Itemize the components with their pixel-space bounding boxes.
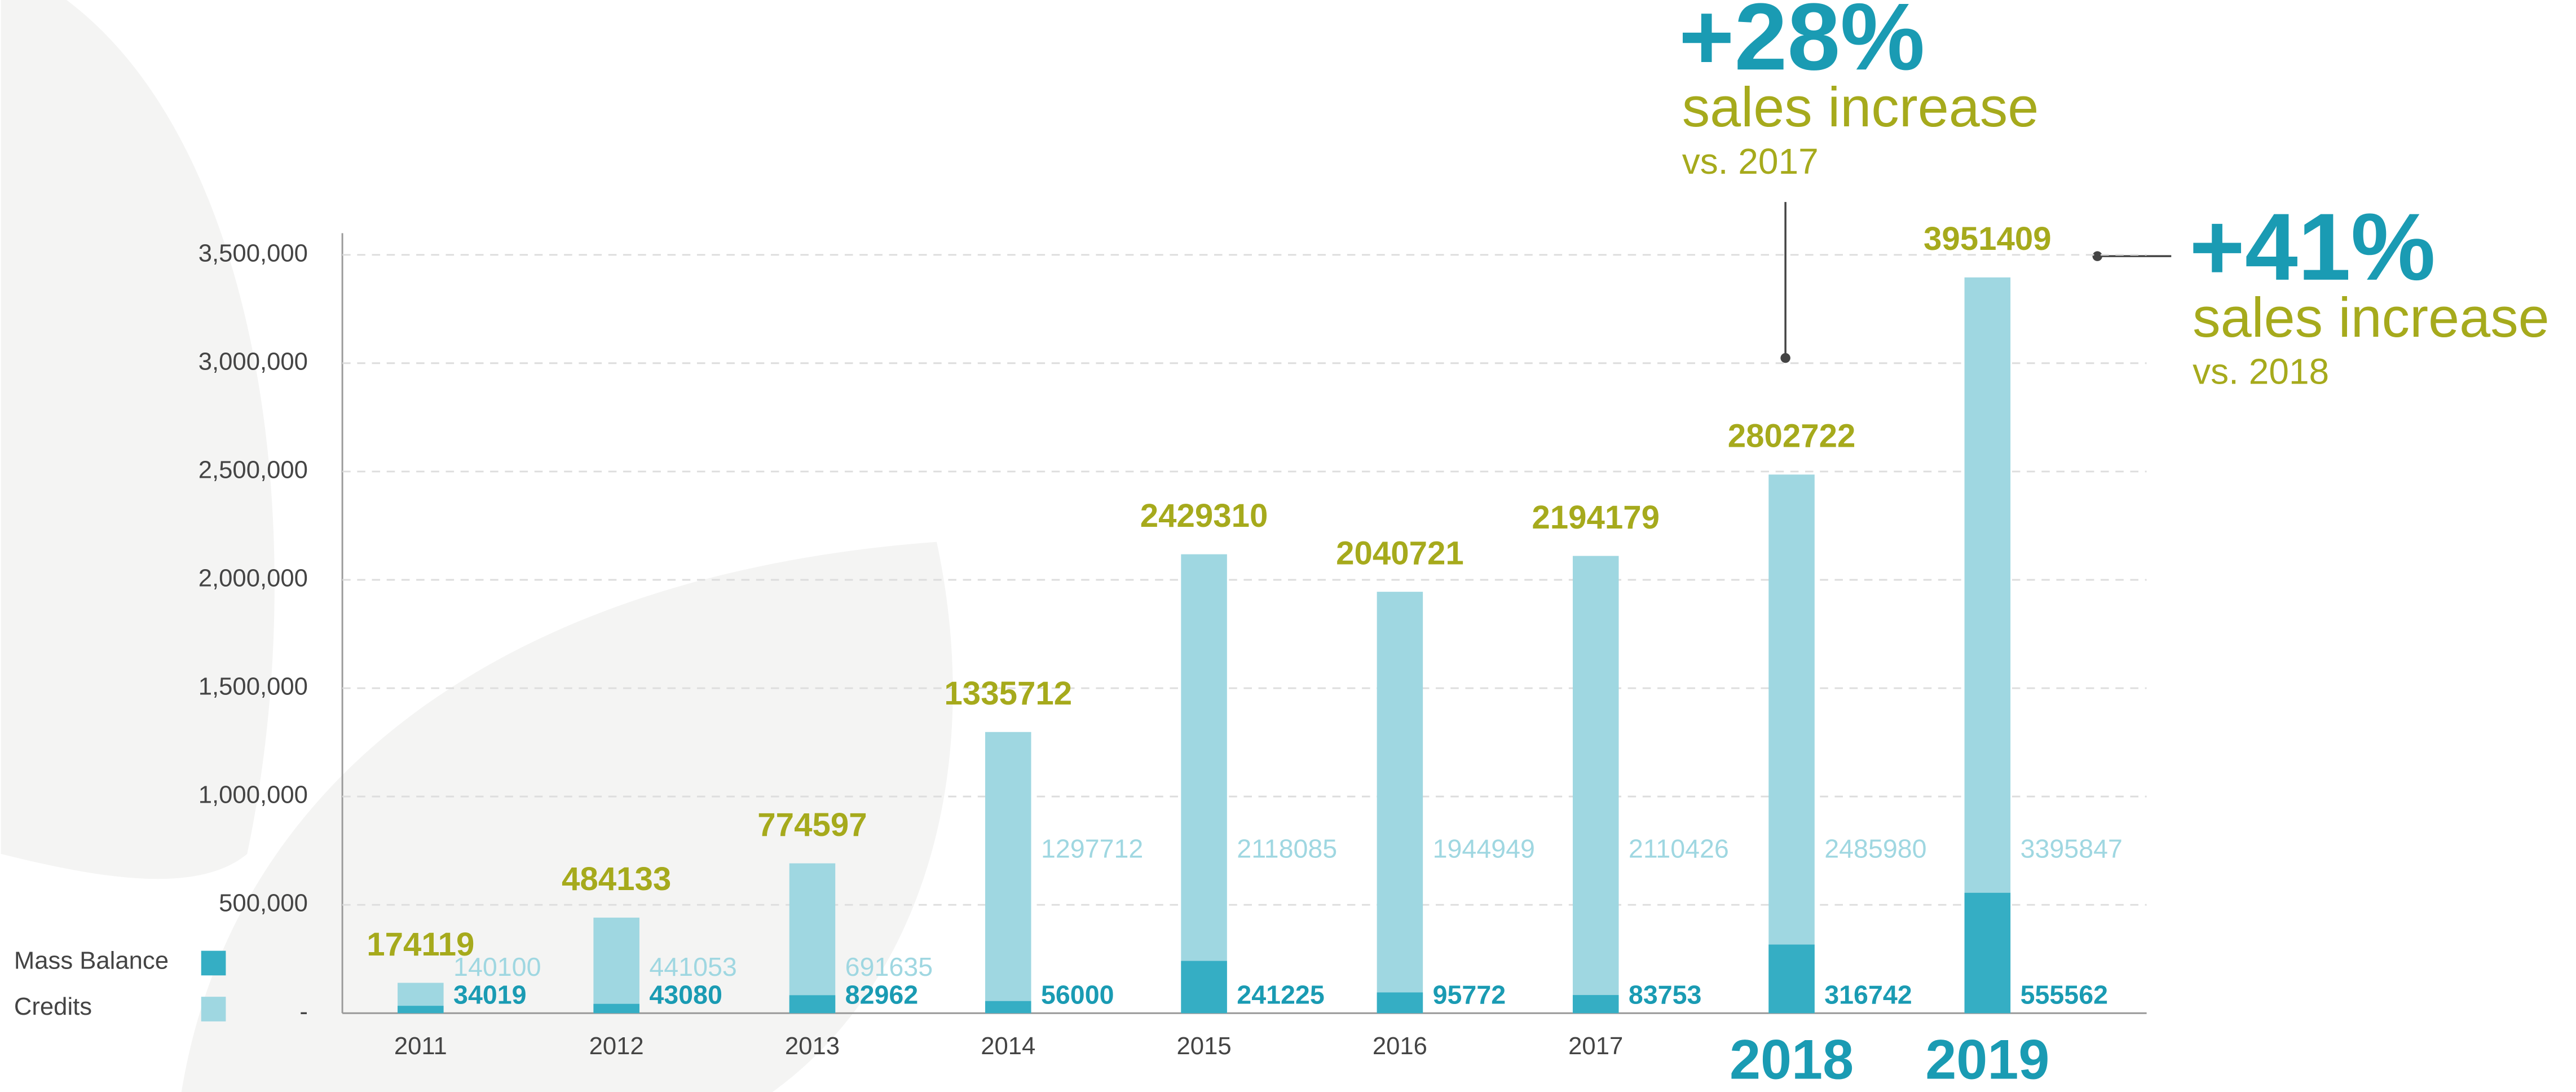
legend-label: Mass Balance [14,947,169,975]
bar [1964,277,2011,1014]
y-tick-label: 3,500,000 [199,239,308,267]
credits-label: 691635 [845,952,933,981]
bar [1572,556,1619,1014]
bar [789,863,836,1014]
bar [789,995,836,1014]
annotation-dot [2092,251,2102,261]
bar [1377,992,1423,1014]
mass-balance-label: 95772 [1433,980,1506,1009]
annotation-subtext: vs. 2018 [2193,351,2329,392]
credits-label: 1297712 [1041,834,1143,863]
y-tick-label: 500,000 [219,890,308,917]
bar [593,1003,639,1014]
y-tick-label: 1,500,000 [199,673,308,701]
total-label: 774597 [757,807,867,843]
total-label: 2429310 [1140,497,1268,534]
bar [985,1001,1031,1014]
x-tick-label: 2014 [981,1032,1035,1060]
total-label: 2802722 [1728,418,1856,455]
total-label: 484133 [562,861,671,897]
annotation-subtext: vs. 2017 [1682,141,1819,182]
annotation-text: sales increase [1682,76,2039,138]
mass-balance-label: 83753 [1629,980,1702,1009]
bar [1572,995,1619,1014]
mass-balance-label: 56000 [1041,980,1114,1009]
x-tick-label: 2011 [394,1032,447,1060]
mass-balance-label: 34019 [453,980,527,1009]
total-label: 174119 [367,926,474,963]
credits-label: 2110426 [1629,834,1729,863]
x-tick-label: 2013 [785,1032,840,1060]
total-label: 2194179 [1532,499,1660,536]
total-label: 2040721 [1336,535,1464,571]
credits-label: 1944949 [1433,834,1535,863]
background-leaves [1,0,953,1092]
mass-balance-label: 241225 [1237,980,1324,1009]
bar [1181,554,1227,1014]
y-tick-label: 1,000,000 [199,781,308,809]
y-tick-label: 2,500,000 [199,456,308,483]
x-tick-label: 2016 [1373,1032,1427,1060]
annotation-headline: +41% [2189,193,2436,300]
annotation-headline: +28% [1679,0,1925,90]
mass-balance-label: 82962 [845,980,919,1009]
credits-label: 441053 [649,952,736,981]
credits-label: 3395847 [2021,834,2123,863]
credits-label: 140100 [453,952,541,981]
x-tick-label: 2015 [1177,1032,1232,1060]
total-label: 1335712 [944,675,1072,712]
bar [593,917,639,1014]
x-tick-label: 2017 [1568,1032,1623,1060]
x-tick-label: 2018 [1730,1028,1854,1091]
legend-swatch [201,950,226,976]
credits-label: 2485980 [1824,834,1926,863]
y-tick-label: 3,000,000 [199,347,308,375]
bar [1964,892,2011,1014]
y-tick-label: - [299,998,308,1025]
mass-balance-label: 43080 [649,980,722,1009]
x-tick-label: 2019 [1925,1028,2049,1091]
bar [1768,474,1815,1014]
credits-label: 2118085 [1237,834,1337,863]
legend-label: Credits [14,993,92,1020]
total-label: 3951409 [1924,221,2052,257]
bar [1768,944,1815,1014]
bar [398,1006,444,1014]
bar [1181,961,1227,1014]
x-tick-label: 2012 [589,1032,644,1060]
bar [985,732,1031,1014]
legend-swatch [201,997,226,1021]
mass-balance-label: 555562 [2021,980,2108,1009]
bar [1377,592,1423,1014]
mass-balance-label: 316742 [1824,980,1912,1009]
annotation-dot [1780,353,1790,363]
y-tick-label: 2,000,000 [199,565,308,592]
annotation-text: sales increase [2193,286,2549,349]
